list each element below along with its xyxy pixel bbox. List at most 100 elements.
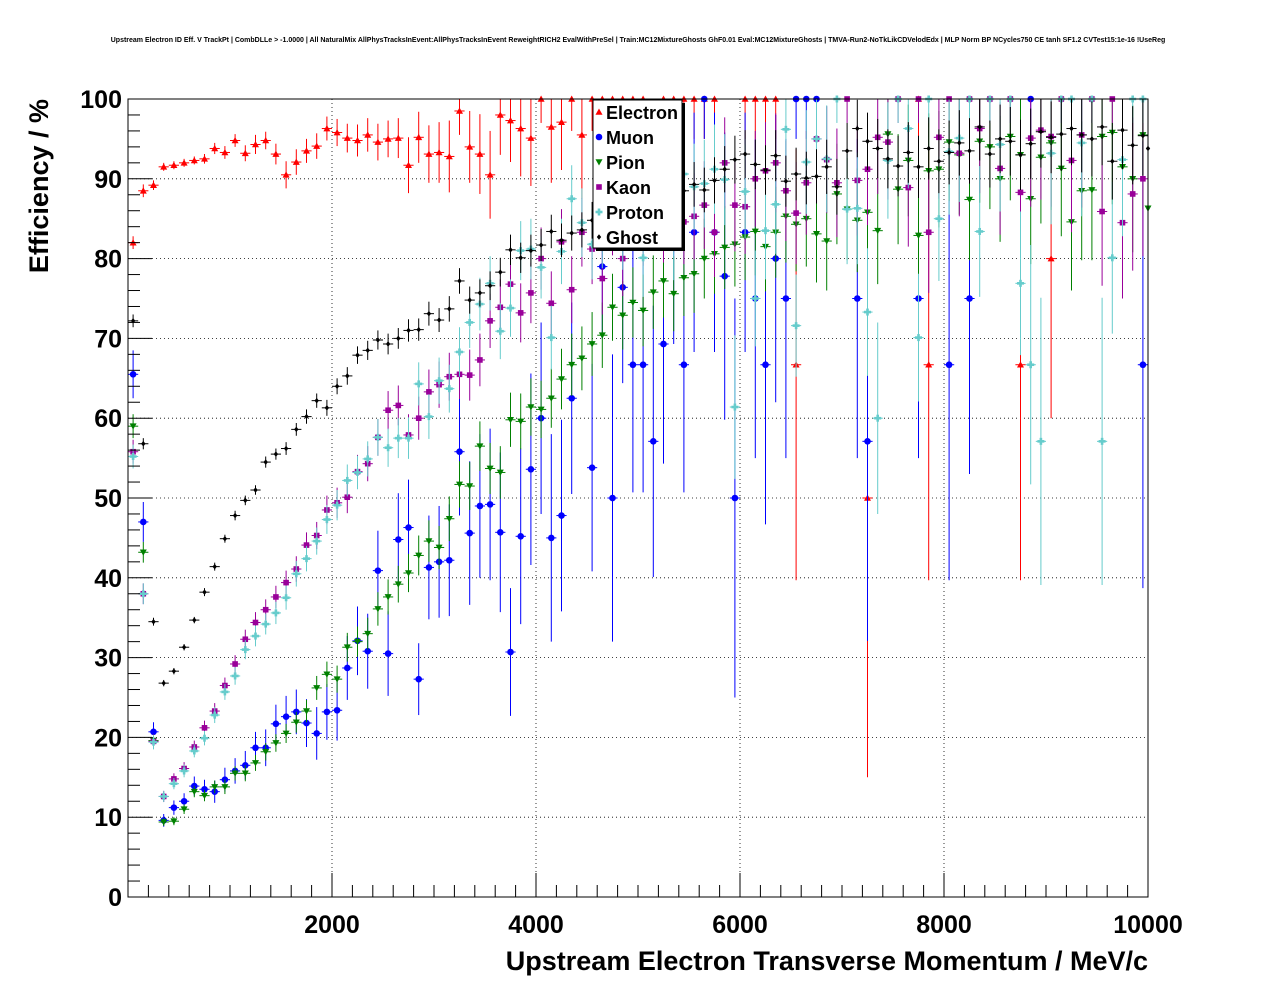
data-point bbox=[966, 295, 973, 302]
data-point bbox=[241, 149, 249, 157]
data-point bbox=[394, 434, 402, 442]
plus-marker-bar bbox=[1029, 361, 1032, 369]
data-point bbox=[180, 806, 188, 813]
data-point bbox=[639, 361, 647, 369]
data-point bbox=[241, 646, 249, 654]
data-point bbox=[457, 278, 462, 284]
data-point bbox=[568, 195, 576, 203]
data-point bbox=[344, 494, 351, 501]
data-point bbox=[486, 465, 494, 472]
data-point bbox=[262, 136, 270, 144]
data-point bbox=[639, 307, 647, 314]
data-point bbox=[232, 661, 238, 667]
data-point bbox=[364, 455, 372, 463]
data-point bbox=[702, 187, 707, 193]
data-point bbox=[354, 638, 361, 646]
plus-marker-bar bbox=[335, 501, 339, 509]
plus-marker-bar bbox=[978, 227, 981, 235]
x-tick-label: 10000 bbox=[1113, 911, 1183, 939]
data-point bbox=[1079, 132, 1084, 138]
data-point bbox=[660, 340, 667, 348]
data-point bbox=[333, 501, 341, 509]
data-point bbox=[292, 158, 300, 165]
data-point bbox=[170, 161, 178, 169]
data-point bbox=[190, 788, 198, 796]
data-point bbox=[374, 433, 382, 441]
data-point bbox=[456, 107, 463, 114]
plus-marker-bar bbox=[376, 433, 380, 441]
data-point bbox=[1018, 152, 1023, 158]
data-point bbox=[793, 171, 799, 177]
data-point bbox=[405, 524, 412, 531]
data-point bbox=[466, 143, 474, 150]
plus-marker-bar bbox=[213, 711, 216, 719]
data-point bbox=[477, 290, 483, 296]
data-point bbox=[507, 648, 514, 656]
data-point bbox=[477, 357, 483, 363]
legend-label-muon: Muon bbox=[606, 128, 654, 148]
data-point bbox=[282, 594, 290, 602]
data-point bbox=[853, 204, 861, 212]
data-point bbox=[130, 318, 136, 324]
data-point bbox=[517, 418, 525, 425]
plus-marker-bar bbox=[193, 747, 196, 755]
data-point bbox=[559, 237, 564, 244]
y-tick-label: 20 bbox=[94, 724, 122, 752]
data-point bbox=[670, 290, 678, 298]
data-point bbox=[139, 187, 147, 194]
data-point bbox=[221, 688, 229, 696]
data-point bbox=[527, 465, 535, 473]
data-point bbox=[415, 380, 423, 388]
data-point bbox=[925, 361, 933, 368]
data-point bbox=[1037, 437, 1045, 445]
data-point bbox=[609, 494, 616, 502]
data-point bbox=[171, 668, 177, 674]
data-point bbox=[405, 434, 412, 442]
data-point bbox=[1110, 158, 1115, 165]
data-point bbox=[1130, 142, 1135, 149]
plus-marker-bar bbox=[1019, 279, 1022, 287]
data-point bbox=[394, 134, 402, 141]
plus-marker-bar bbox=[641, 254, 645, 262]
data-point bbox=[221, 148, 229, 156]
data-point bbox=[303, 708, 310, 715]
data-point bbox=[568, 394, 575, 402]
data-point bbox=[466, 529, 474, 537]
data-point bbox=[895, 163, 901, 169]
data-point bbox=[283, 445, 289, 452]
data-point bbox=[273, 594, 279, 600]
data-point bbox=[375, 337, 381, 343]
data-point bbox=[711, 229, 718, 236]
data-point bbox=[1140, 132, 1146, 139]
data-point bbox=[680, 361, 688, 369]
plus-marker-bar bbox=[509, 304, 512, 312]
data-point bbox=[303, 147, 310, 154]
data-point bbox=[537, 263, 545, 271]
data-point bbox=[313, 142, 321, 149]
plus-marker-bar bbox=[223, 688, 227, 696]
data-point bbox=[294, 426, 299, 433]
data-point bbox=[426, 310, 432, 317]
data-point bbox=[304, 413, 309, 420]
data-point bbox=[211, 784, 219, 791]
data-point bbox=[732, 156, 738, 163]
y-tick-label: 80 bbox=[94, 246, 122, 274]
y-tick-label: 100 bbox=[80, 86, 122, 114]
plus-marker-bar bbox=[845, 205, 849, 213]
data-point bbox=[773, 152, 778, 159]
data-point bbox=[722, 166, 727, 173]
data-point bbox=[445, 152, 453, 160]
data-point bbox=[926, 145, 931, 152]
legend-label-kaon: Kaon bbox=[606, 178, 651, 198]
data-point bbox=[334, 383, 340, 390]
data-point bbox=[343, 644, 351, 651]
data-point bbox=[396, 335, 401, 342]
data-point bbox=[313, 685, 321, 692]
data-point bbox=[467, 297, 472, 303]
data-point bbox=[415, 675, 423, 683]
data-point bbox=[804, 175, 809, 181]
data-point bbox=[864, 308, 871, 316]
plus-marker-bar bbox=[754, 295, 757, 302]
data-point bbox=[252, 744, 259, 752]
